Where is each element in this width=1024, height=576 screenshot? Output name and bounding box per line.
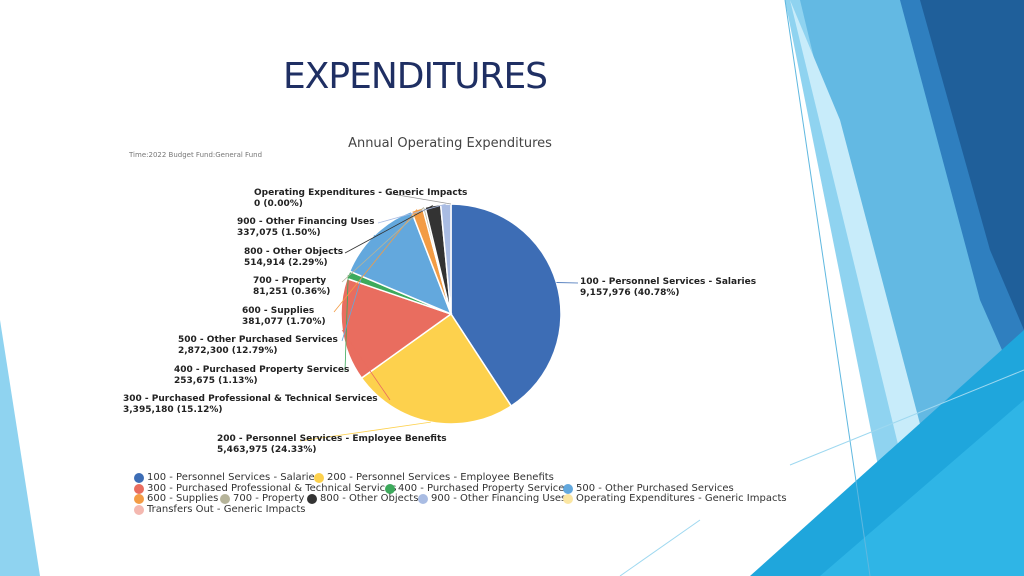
legend-label: 500 - Other Purchased Services [576,482,734,494]
legend-row: 100 - Personnel Services - Salaries 200 … [134,472,794,484]
callout-500: 500 - Other Purchased Services 2,872,300… [178,335,338,357]
pie-slice[interactable] [360,312,513,425]
callout-value: 3,395,180 (15.12%) [123,405,223,415]
callout-600: 600 - Supplies 381,077 (1.70%) [242,306,326,328]
chart-subtitle: Time:2022 Budget Fund:General Fund [129,151,263,159]
callout-900: 900 - Other Financing Uses 337,075 (1.50… [237,217,374,239]
legend-swatch [134,473,144,484]
leader-line [344,274,349,372]
callout-700: 700 - Property 81,251 (0.36%) [253,276,330,298]
callout-value: 9,157,976 (40.78%) [580,288,680,298]
callout-value: 337,075 (1.50%) [237,228,321,238]
legend-swatch [418,494,428,505]
legend-item[interactable]: 300 - Purchased Professional & Technical… [134,482,397,495]
callout-name: 400 - Purchased Property Services [174,365,350,375]
legend-item[interactable]: 700 - Property [220,493,305,505]
legend-label: 700 - Property [233,493,305,504]
legend-item[interactable]: 800 - Other Objects [307,493,419,505]
callout-name: 100 - Personnel Services - Salaries [580,277,757,287]
callout-name: 600 - Supplies [242,306,315,316]
legend-swatch [385,483,395,494]
legend-item[interactable]: 100 - Personnel Services - Salaries [134,472,320,484]
legend-item[interactable]: 400 - Purchased Property Services [385,482,570,495]
bottom-right-cyan-shape-2 [820,400,1024,576]
legend-swatch [134,483,144,494]
callout-name: 200 - Personnel Services - Employee Bene… [217,434,447,444]
callout-value: 514,914 (2.29%) [244,258,328,268]
legend-swatch [563,483,573,494]
legend-label: 400 - Purchased Property Services [398,482,570,494]
legend-item[interactable]: 900 - Other Financing Uses [418,493,567,505]
callout-value: 81,251 (0.36%) [253,287,331,297]
leader-line [299,421,431,442]
legend-item[interactable]: Operating Expenditures - Generic Impacts [563,493,787,505]
legend-swatch [134,504,144,515]
callout-generic-impacts: Operating Expenditures - Generic Impacts… [254,188,467,210]
leader-line [341,234,375,342]
callout-name: 300 - Purchased Professional & Technical… [123,394,378,404]
legend-swatch [307,494,317,505]
legend-row: 600 - Supplies 700 - Property 800 - Othe… [134,493,794,505]
callout-800: 800 - Other Objects 514,914 (2.29%) [244,247,343,269]
legend-label: 600 - Supplies [147,493,219,504]
callout-name: 800 - Other Objects [244,247,344,257]
callout-name: 700 - Property [253,276,327,286]
legend-label: 300 - Purchased Professional & Technical… [147,482,397,494]
leader-line [391,193,452,205]
legend-item[interactable]: 500 - Other Purchased Services [563,482,734,495]
decor-line [784,0,871,576]
callout-value: 2,872,300 (12.79%) [178,346,278,356]
legend-label: 100 - Personnel Services - Salaries [147,472,320,483]
leader-line [344,205,433,254]
legend-swatch [563,494,573,505]
callout-100: 100 - Personnel Services - Salaries 9,15… [580,277,756,299]
chart-title: Annual Operating Expenditures [348,136,552,151]
legend-label: 900 - Other Financing Uses [431,493,567,504]
decor-line-3 [619,519,701,576]
decor-line-2 [789,369,1024,466]
legend-label: Transfers Out - Generic Impacts [147,503,306,515]
legend-swatch [220,494,230,505]
callout-value: 0 (0.00%) [254,199,303,209]
legend-label: 800 - Other Objects [320,493,419,504]
legend-row: 300 - Purchased Professional & Technical… [134,482,794,495]
callout-300: 300 - Purchased Professional & Technical… [123,394,378,416]
leader-line [341,329,391,401]
legend-label: Operating Expenditures - Generic Impacts [576,493,787,504]
callout-name: 500 - Other Purchased Services [178,335,338,345]
legend-item[interactable]: 600 - Supplies [134,493,219,505]
pie-slice[interactable] [340,277,453,380]
legend-item[interactable]: Transfers Out - Generic Impacts [134,503,306,516]
callout-400: 400 - Purchased Property Services 253,67… [174,365,349,387]
leader-line [341,207,425,283]
legend-row: Transfers Out - Generic Impacts [134,503,794,516]
page-title: EXPENDITURES [282,56,548,97]
callout-value: 253,675 (1.13%) [174,376,258,386]
callout-name: 900 - Other Financing Uses [237,217,375,227]
legend-swatch [134,494,144,505]
right-deepest-shape [920,0,1024,330]
callout-name: Operating Expenditures - Generic Impacts [254,188,468,198]
chart-legend: 100 - Personnel Services - Salaries 200 … [134,472,794,516]
legend-item[interactable]: 200 - Personnel Services - Employee Bene… [314,472,554,484]
legend-swatch [314,473,324,484]
callout-200: 200 - Personnel Services - Employee Bene… [217,434,447,456]
legend-label: 200 - Personnel Services - Employee Bene… [327,472,554,483]
left-accent-shape [0,320,40,576]
callout-value: 5,463,975 (24.33%) [217,445,317,455]
callout-value: 381,077 (1.70%) [242,317,326,327]
leader-line [377,203,446,224]
